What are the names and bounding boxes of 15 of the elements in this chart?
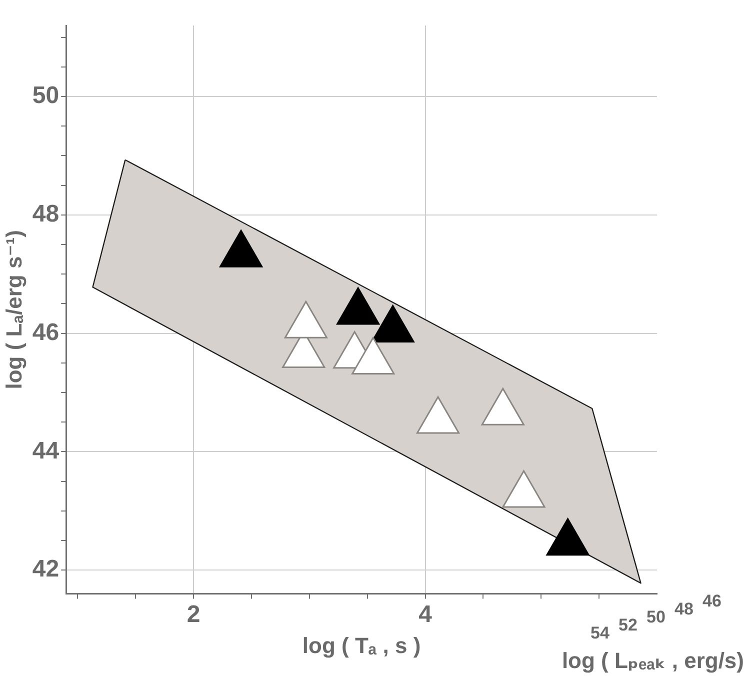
x-tick-label: 2 [186, 600, 200, 628]
text: 46 [702, 591, 722, 610]
y-tick-label: 50 [32, 82, 60, 110]
y-tick-label: 44 [32, 437, 60, 464]
y-axis-title: log ( Lₐ/erg s⁻¹) [1, 230, 26, 390]
text: log ( Lₚₑₐₖ , erg/s) [562, 648, 744, 674]
text: 52 [618, 615, 638, 634]
text: 48 [674, 599, 694, 618]
y-tick-label: 46 [32, 318, 60, 346]
y-tick-label: 42 [32, 556, 60, 583]
y-tick-label: 48 [32, 200, 60, 228]
text: 54 [590, 623, 610, 642]
x-axis-title: log ( Tₐ , s ) [302, 632, 421, 658]
text: 50 [646, 607, 666, 626]
x-tick-label: 4 [418, 600, 433, 628]
